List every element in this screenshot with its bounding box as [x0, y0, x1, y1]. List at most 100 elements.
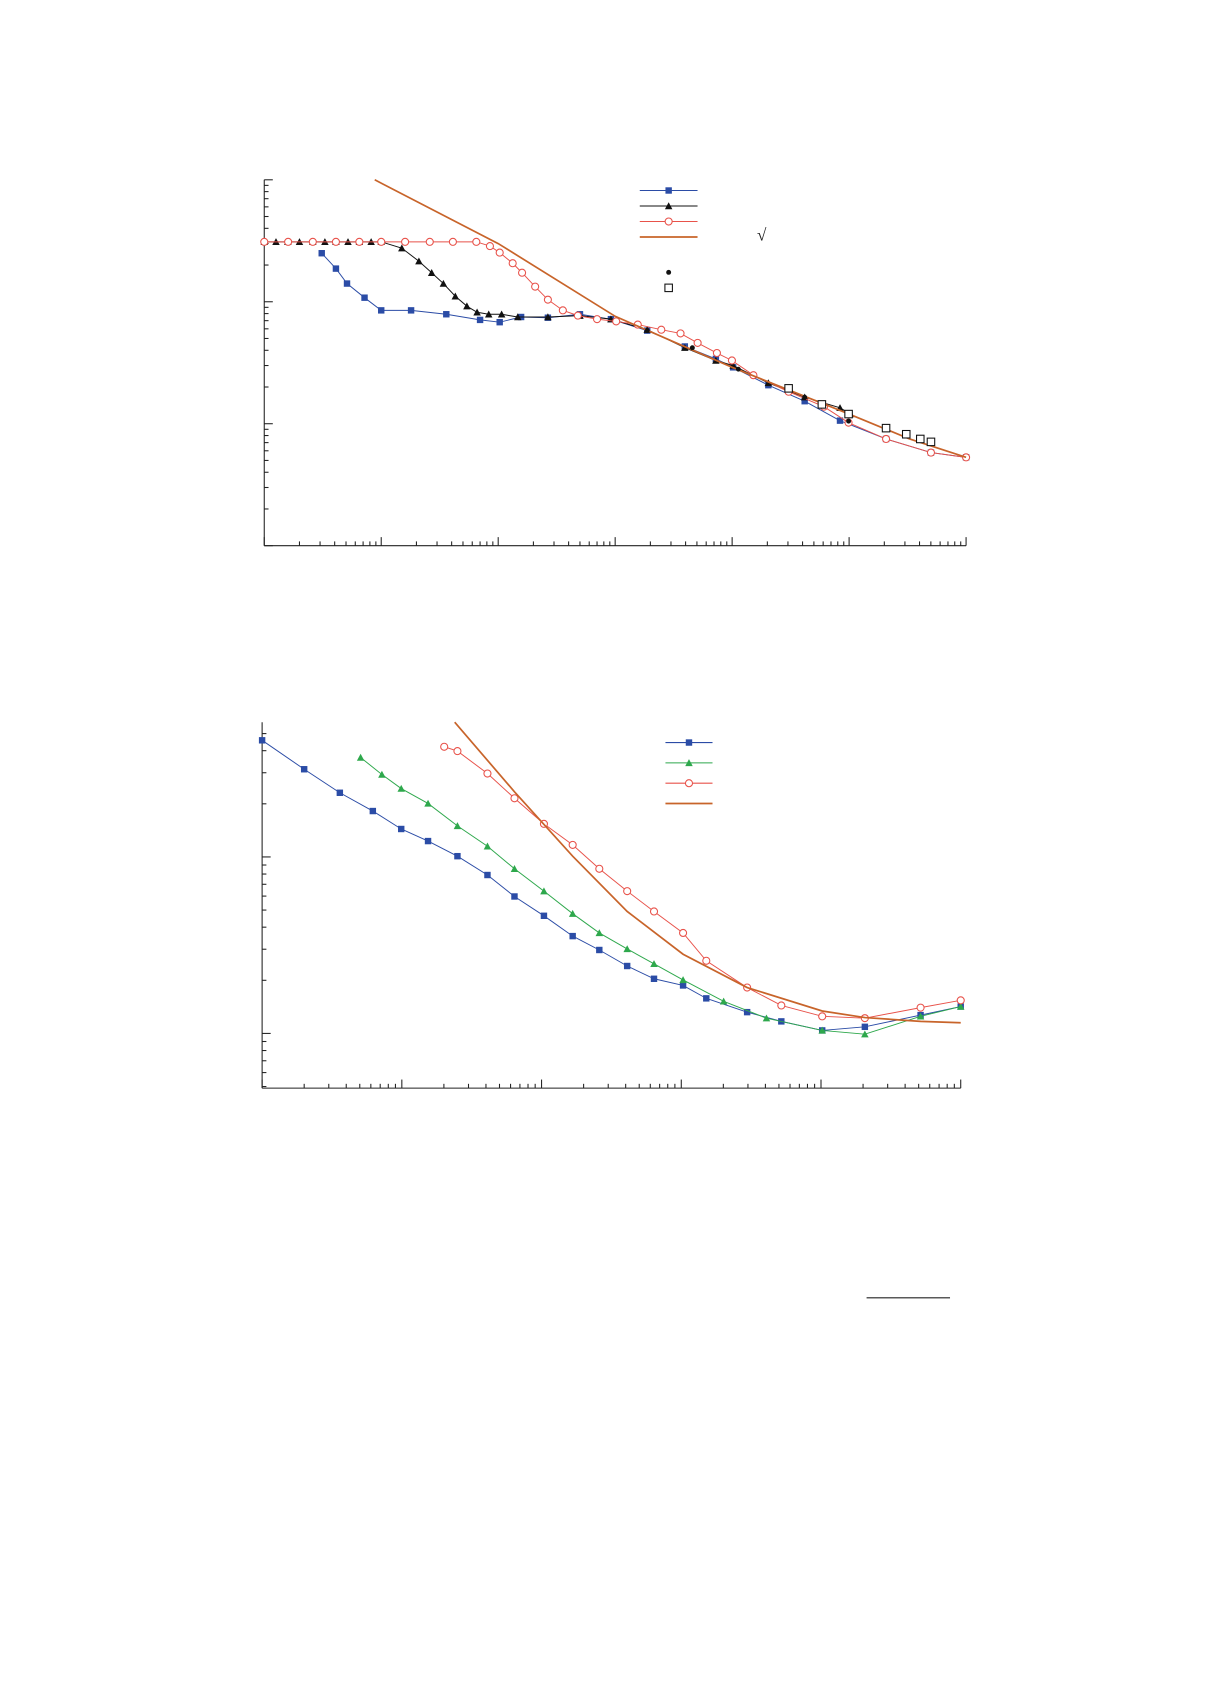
marker [916, 1012, 925, 1020]
marker [518, 268, 527, 277]
marker [425, 237, 434, 246]
marker [817, 400, 827, 409]
marker [448, 237, 457, 246]
plot-area [258, 721, 965, 1038]
marker [531, 282, 540, 291]
marker [463, 302, 471, 310]
marker [596, 946, 603, 954]
marker [476, 316, 484, 324]
annotation: √ [757, 225, 767, 244]
marker [623, 962, 631, 970]
marker [454, 852, 461, 860]
marker [439, 279, 448, 287]
marker [901, 429, 911, 439]
marker [496, 318, 503, 326]
marker [369, 807, 377, 815]
marker [415, 257, 423, 265]
marker [666, 269, 672, 275]
marker [508, 259, 517, 268]
marker [378, 770, 386, 778]
marker [623, 887, 632, 896]
marker [568, 840, 577, 849]
series-line [454, 721, 961, 1024]
series-line [360, 757, 961, 1035]
marker [881, 423, 891, 433]
marker [657, 325, 666, 334]
marker [676, 329, 685, 338]
marker [510, 865, 519, 872]
marker [844, 409, 853, 419]
marker [427, 268, 436, 276]
marker [377, 237, 386, 246]
marker [361, 294, 368, 301]
marker [398, 244, 406, 252]
marker [881, 434, 891, 444]
marker [595, 864, 604, 873]
marker [846, 418, 852, 424]
marker [861, 1023, 869, 1031]
series-line [261, 739, 961, 1031]
marker [818, 1012, 827, 1021]
marker [644, 328, 650, 334]
series [260, 238, 855, 418]
marker [702, 956, 711, 965]
marker [649, 907, 659, 916]
marker [558, 306, 567, 315]
marker [424, 837, 432, 845]
marker [679, 982, 687, 989]
series [260, 237, 971, 462]
marker [355, 237, 364, 246]
marker [956, 1002, 965, 1010]
marker [926, 437, 936, 447]
marker [544, 313, 552, 321]
marker [956, 996, 965, 1005]
marker [784, 384, 793, 393]
series [374, 179, 967, 459]
legend [665, 739, 713, 805]
marker [356, 753, 365, 761]
marker [916, 1003, 925, 1012]
marker [451, 292, 460, 300]
marker [650, 975, 658, 982]
marker [472, 237, 481, 246]
marker [484, 310, 493, 318]
marker [443, 311, 450, 318]
marker [926, 448, 936, 457]
series [356, 753, 965, 1038]
series-line [264, 241, 967, 458]
marker [679, 976, 687, 984]
marker [284, 237, 293, 246]
marker [483, 842, 492, 850]
series [454, 721, 961, 1024]
marker [260, 237, 269, 246]
marker [916, 434, 925, 444]
marker [343, 280, 351, 287]
marker [473, 308, 481, 316]
marker [569, 932, 576, 940]
marker [623, 945, 631, 953]
marker [861, 1030, 869, 1038]
series [258, 737, 964, 1034]
marker [612, 317, 621, 326]
marker [453, 747, 462, 756]
marker [540, 887, 548, 895]
marker [497, 310, 506, 318]
marker [664, 283, 673, 293]
marker [510, 794, 519, 803]
plot-area [260, 179, 971, 462]
marker [689, 345, 695, 351]
marker [336, 789, 344, 796]
marker [440, 742, 449, 751]
marker [664, 217, 673, 226]
marker [424, 799, 432, 807]
marker [484, 871, 491, 879]
marker [595, 929, 604, 937]
marker [540, 912, 548, 920]
marker [318, 250, 325, 257]
marker [511, 893, 518, 900]
marker [401, 237, 410, 246]
chart [258, 721, 965, 1089]
marker [684, 779, 694, 788]
marker [650, 960, 658, 968]
